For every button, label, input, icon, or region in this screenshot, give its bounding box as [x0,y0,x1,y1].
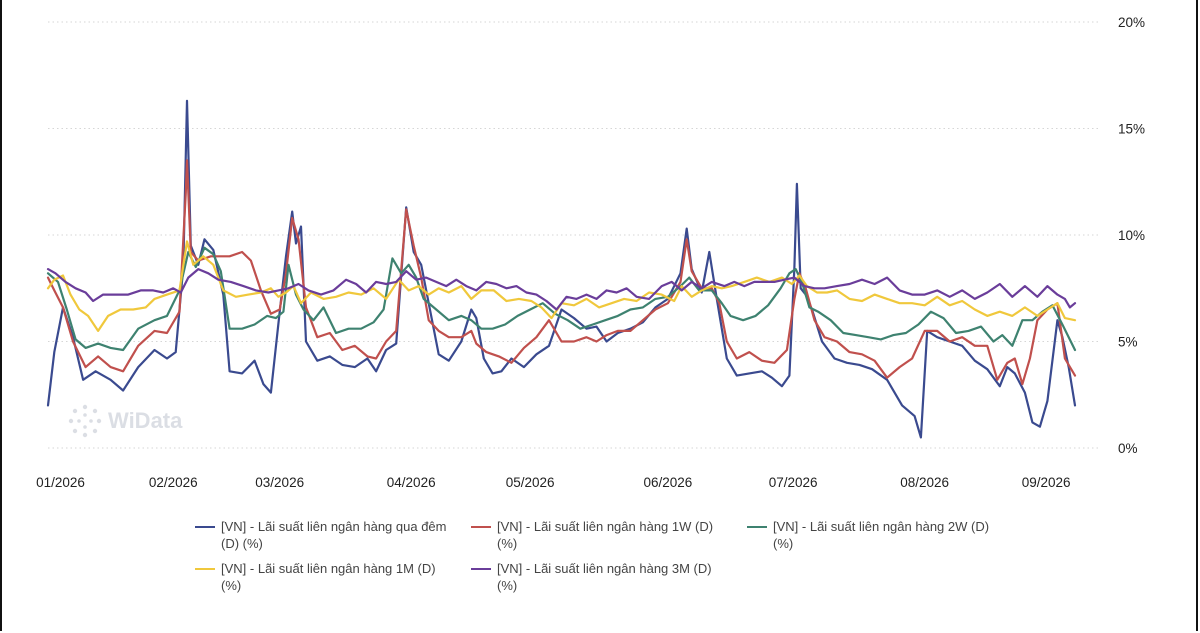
y-tick-label: 15% [1118,122,1145,137]
legend-item[interactable]: [VN] - Lãi suất liên ngân hàng 1W (D) (%… [471,518,747,552]
series-line-1 [46,99,1077,439]
x-tick-label: 09/2026 [1022,475,1071,490]
legend-swatch [747,526,767,528]
watermark-text: WiData [108,408,183,433]
y-tick-label: 10% [1118,228,1145,243]
x-tick-label: 01/2026 [36,475,85,490]
legend: [VN] - Lãi suất liên ngân hàng qua đêm (… [195,518,1055,594]
y-tick-label: 20% [1118,15,1145,30]
y-tick-label: 0% [1118,441,1138,456]
x-tick-label: 05/2026 [506,475,555,490]
legend-swatch [471,568,491,570]
legend-label: [VN] - Lãi suất liên ngân hàng qua đêm (… [221,519,447,551]
legend-swatch [195,526,215,528]
series-line-4 [46,240,1077,332]
legend-label: [VN] - Lãi suất liên ngân hàng 2W (D) (%… [773,519,990,551]
legend-label: [VN] - Lãi suất liên ngân hàng 1M (D) (%… [221,561,436,593]
x-tick-label: 06/2026 [644,475,693,490]
legend-item[interactable]: [VN] - Lãi suất liên ngân hàng 2W (D) (%… [747,518,1023,552]
legend-item[interactable]: [VN] - Lãi suất liên ngân hàng qua đêm (… [195,518,471,552]
legend-swatch [195,568,215,570]
series-line-2 [46,159,1077,386]
legend-label: [VN] - Lãi suất liên ngân hàng 1W (D) (%… [497,519,714,551]
x-tick-label: 07/2026 [769,475,818,490]
legend-item[interactable]: [VN] - Lãi suất liên ngân hàng 1M (D) (%… [195,560,471,594]
gridlines [48,21,1100,449]
dots-logo-icon [68,404,102,438]
series-line-5 [46,268,1077,311]
y-axis: 0% 5% 10% 15% 20% [1118,15,1145,456]
x-tick-label: 04/2026 [387,475,436,490]
y-tick-label: 5% [1118,335,1138,350]
x-axis: 01/2026 02/2026 03/2026 04/2026 05/2026 06/20… [36,475,1070,490]
x-tick-label: 02/2026 [149,475,198,490]
series-line-3 [46,246,1077,352]
legend-item[interactable]: [VN] - Lãi suất liên ngân hàng 3M (D) (%… [471,560,747,594]
legend-label: [VN] - Lãi suất liên ngân hàng 3M (D) (%… [497,561,712,593]
watermark: WiData [68,404,182,438]
x-tick-label: 08/2026 [900,475,949,490]
x-tick-label: 03/2026 [255,475,304,490]
series-layer [46,99,1077,439]
legend-swatch [471,526,491,528]
